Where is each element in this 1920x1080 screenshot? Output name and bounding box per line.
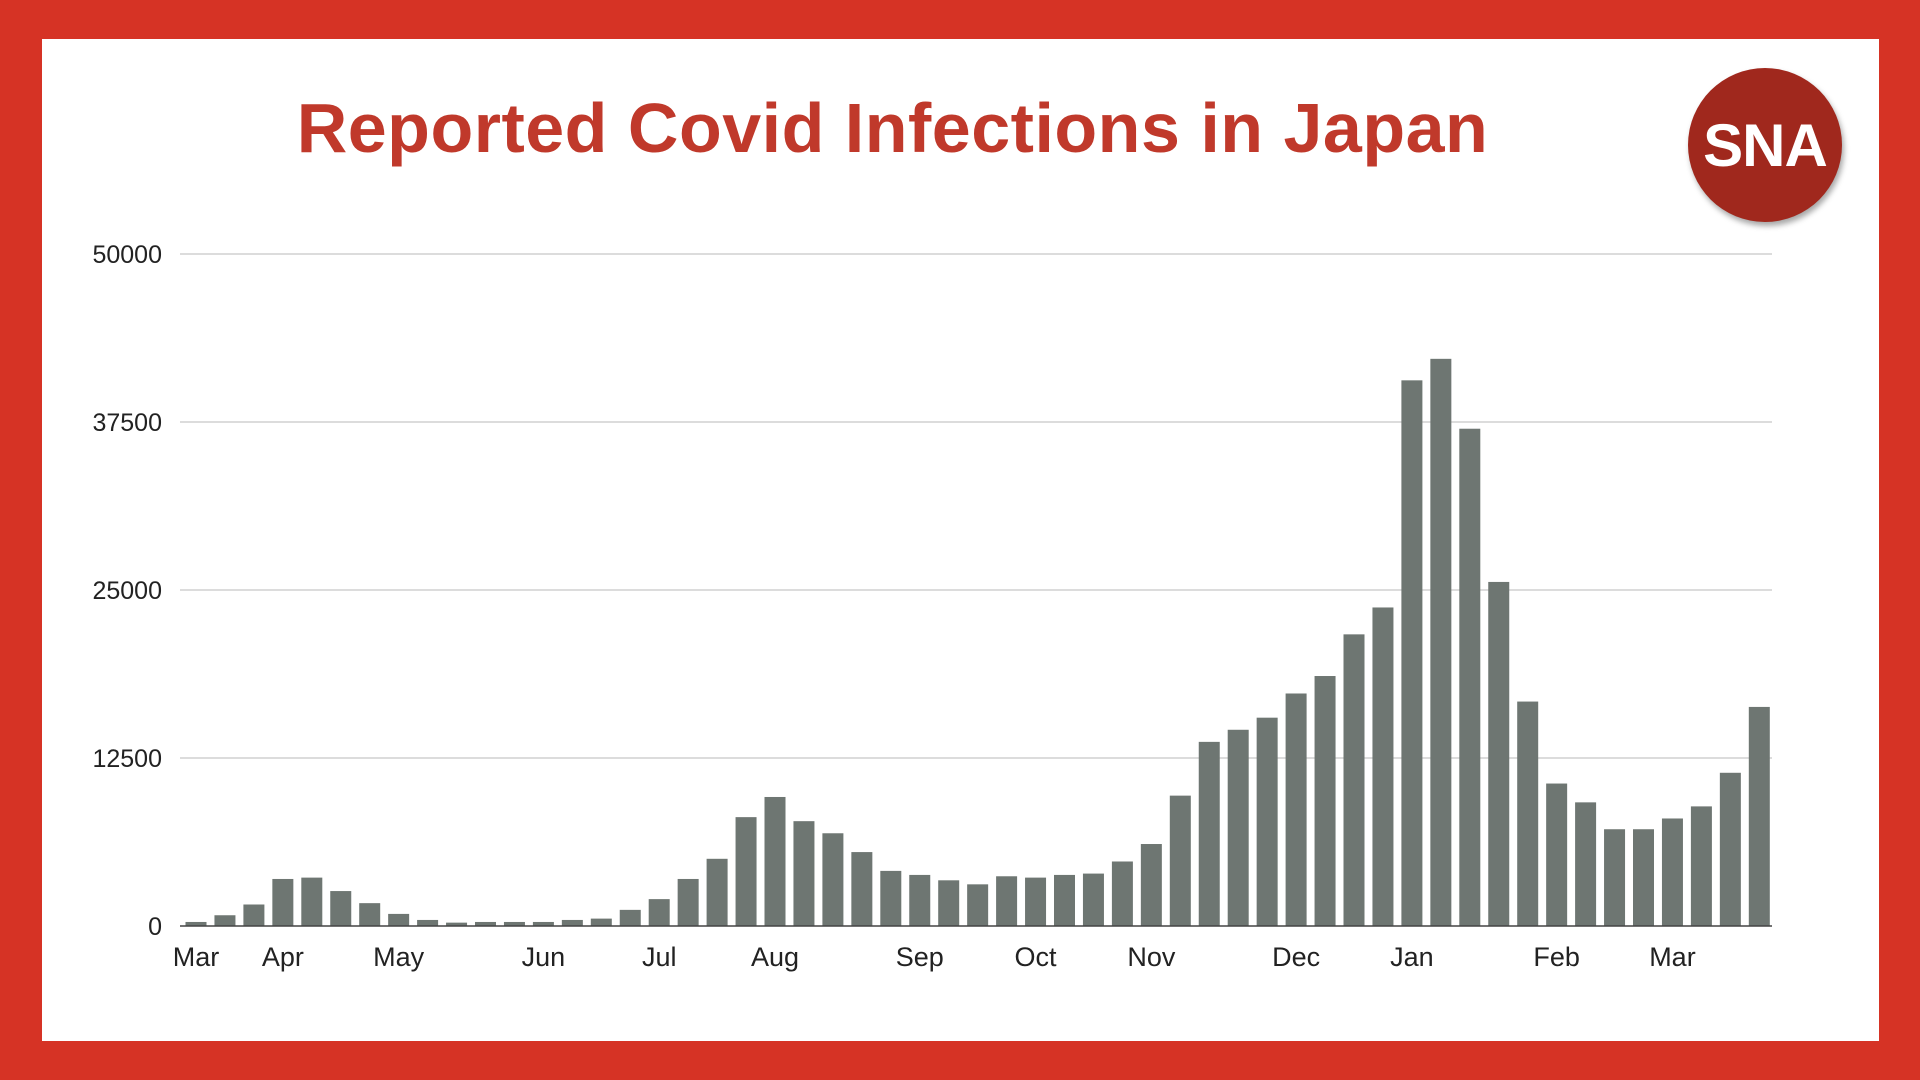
y-tick-label: 0 [148,913,162,941]
bars [185,358,1770,926]
bar [1169,795,1191,926]
chart-frame [42,39,1879,1041]
bar [1401,380,1423,926]
x-tick-label: Aug [751,942,799,972]
bar [996,876,1018,926]
bar [243,904,265,926]
x-tick-label: May [373,942,425,972]
bar [417,919,439,926]
x-tick-label: Nov [1127,942,1176,972]
bar [677,878,699,926]
bar [503,921,525,926]
bar [1285,693,1307,926]
bar [1314,676,1336,926]
bar [1661,818,1683,926]
x-tick-label: Dec [1272,942,1320,972]
grid-lines [180,253,1772,759]
bar [793,821,815,926]
x-tick-label: Apr [262,942,304,972]
bar [1430,358,1452,926]
bar [561,919,583,926]
y-tick-label: 25000 [92,577,162,605]
bar [648,899,670,926]
bar [388,913,410,926]
bar [330,891,352,926]
bar [272,878,294,926]
bar [1372,607,1394,926]
bar [764,796,786,926]
bar [1082,873,1104,926]
x-tick-label: Jul [642,942,677,972]
bar [185,921,207,926]
bar [214,915,236,926]
bar [1111,861,1133,926]
bar [1343,634,1365,926]
bar [1488,581,1510,926]
bar [851,852,873,926]
bar [1546,783,1568,926]
bar [590,918,612,926]
bar [1633,829,1654,926]
y-tick-label: 50000 [92,241,162,269]
x-tick-label: Mar [1649,942,1696,972]
y-tick-labels: 0 12500 25000 37500 50000 [92,241,162,941]
bar [619,909,641,926]
x-tick-label: Oct [1015,942,1058,972]
bar [1604,829,1626,926]
bar [706,858,728,926]
bar [1198,741,1220,926]
sna-logo: SNA [1688,68,1842,222]
x-tick-label: Jan [1390,942,1434,972]
y-tick-label: 12500 [92,745,162,773]
bar [909,874,931,926]
x-tick-label: Sep [896,942,944,972]
bar [735,817,757,926]
bar [1575,802,1597,926]
bar [1025,877,1047,926]
bar [1517,701,1539,926]
bar [1719,772,1741,926]
sna-logo-text: SNA [1703,111,1828,179]
x-tick-label: Jun [522,942,566,972]
chart-title: Reported Covid Infections in Japan [296,89,1489,167]
bar [1748,706,1770,926]
bar [1690,806,1712,926]
bar [1140,844,1162,926]
bar [1227,729,1249,926]
bar [880,870,902,926]
x-tick-labels: Mar Apr May Jun Jul Aug Sep Oct Nov Dec Jan Feb Mar [173,942,1696,972]
bar [301,877,323,926]
bar [1054,874,1075,926]
bar [446,922,468,926]
bar [475,921,496,926]
bar [359,903,381,926]
y-tick-label: 37500 [92,409,162,437]
x-tick-label: Feb [1533,942,1580,972]
bar [1256,717,1278,926]
bar [1459,428,1481,926]
bar [967,884,989,926]
bar [822,833,844,926]
bar [938,880,960,926]
bar [532,921,554,926]
x-tick-label: Mar [173,942,220,972]
